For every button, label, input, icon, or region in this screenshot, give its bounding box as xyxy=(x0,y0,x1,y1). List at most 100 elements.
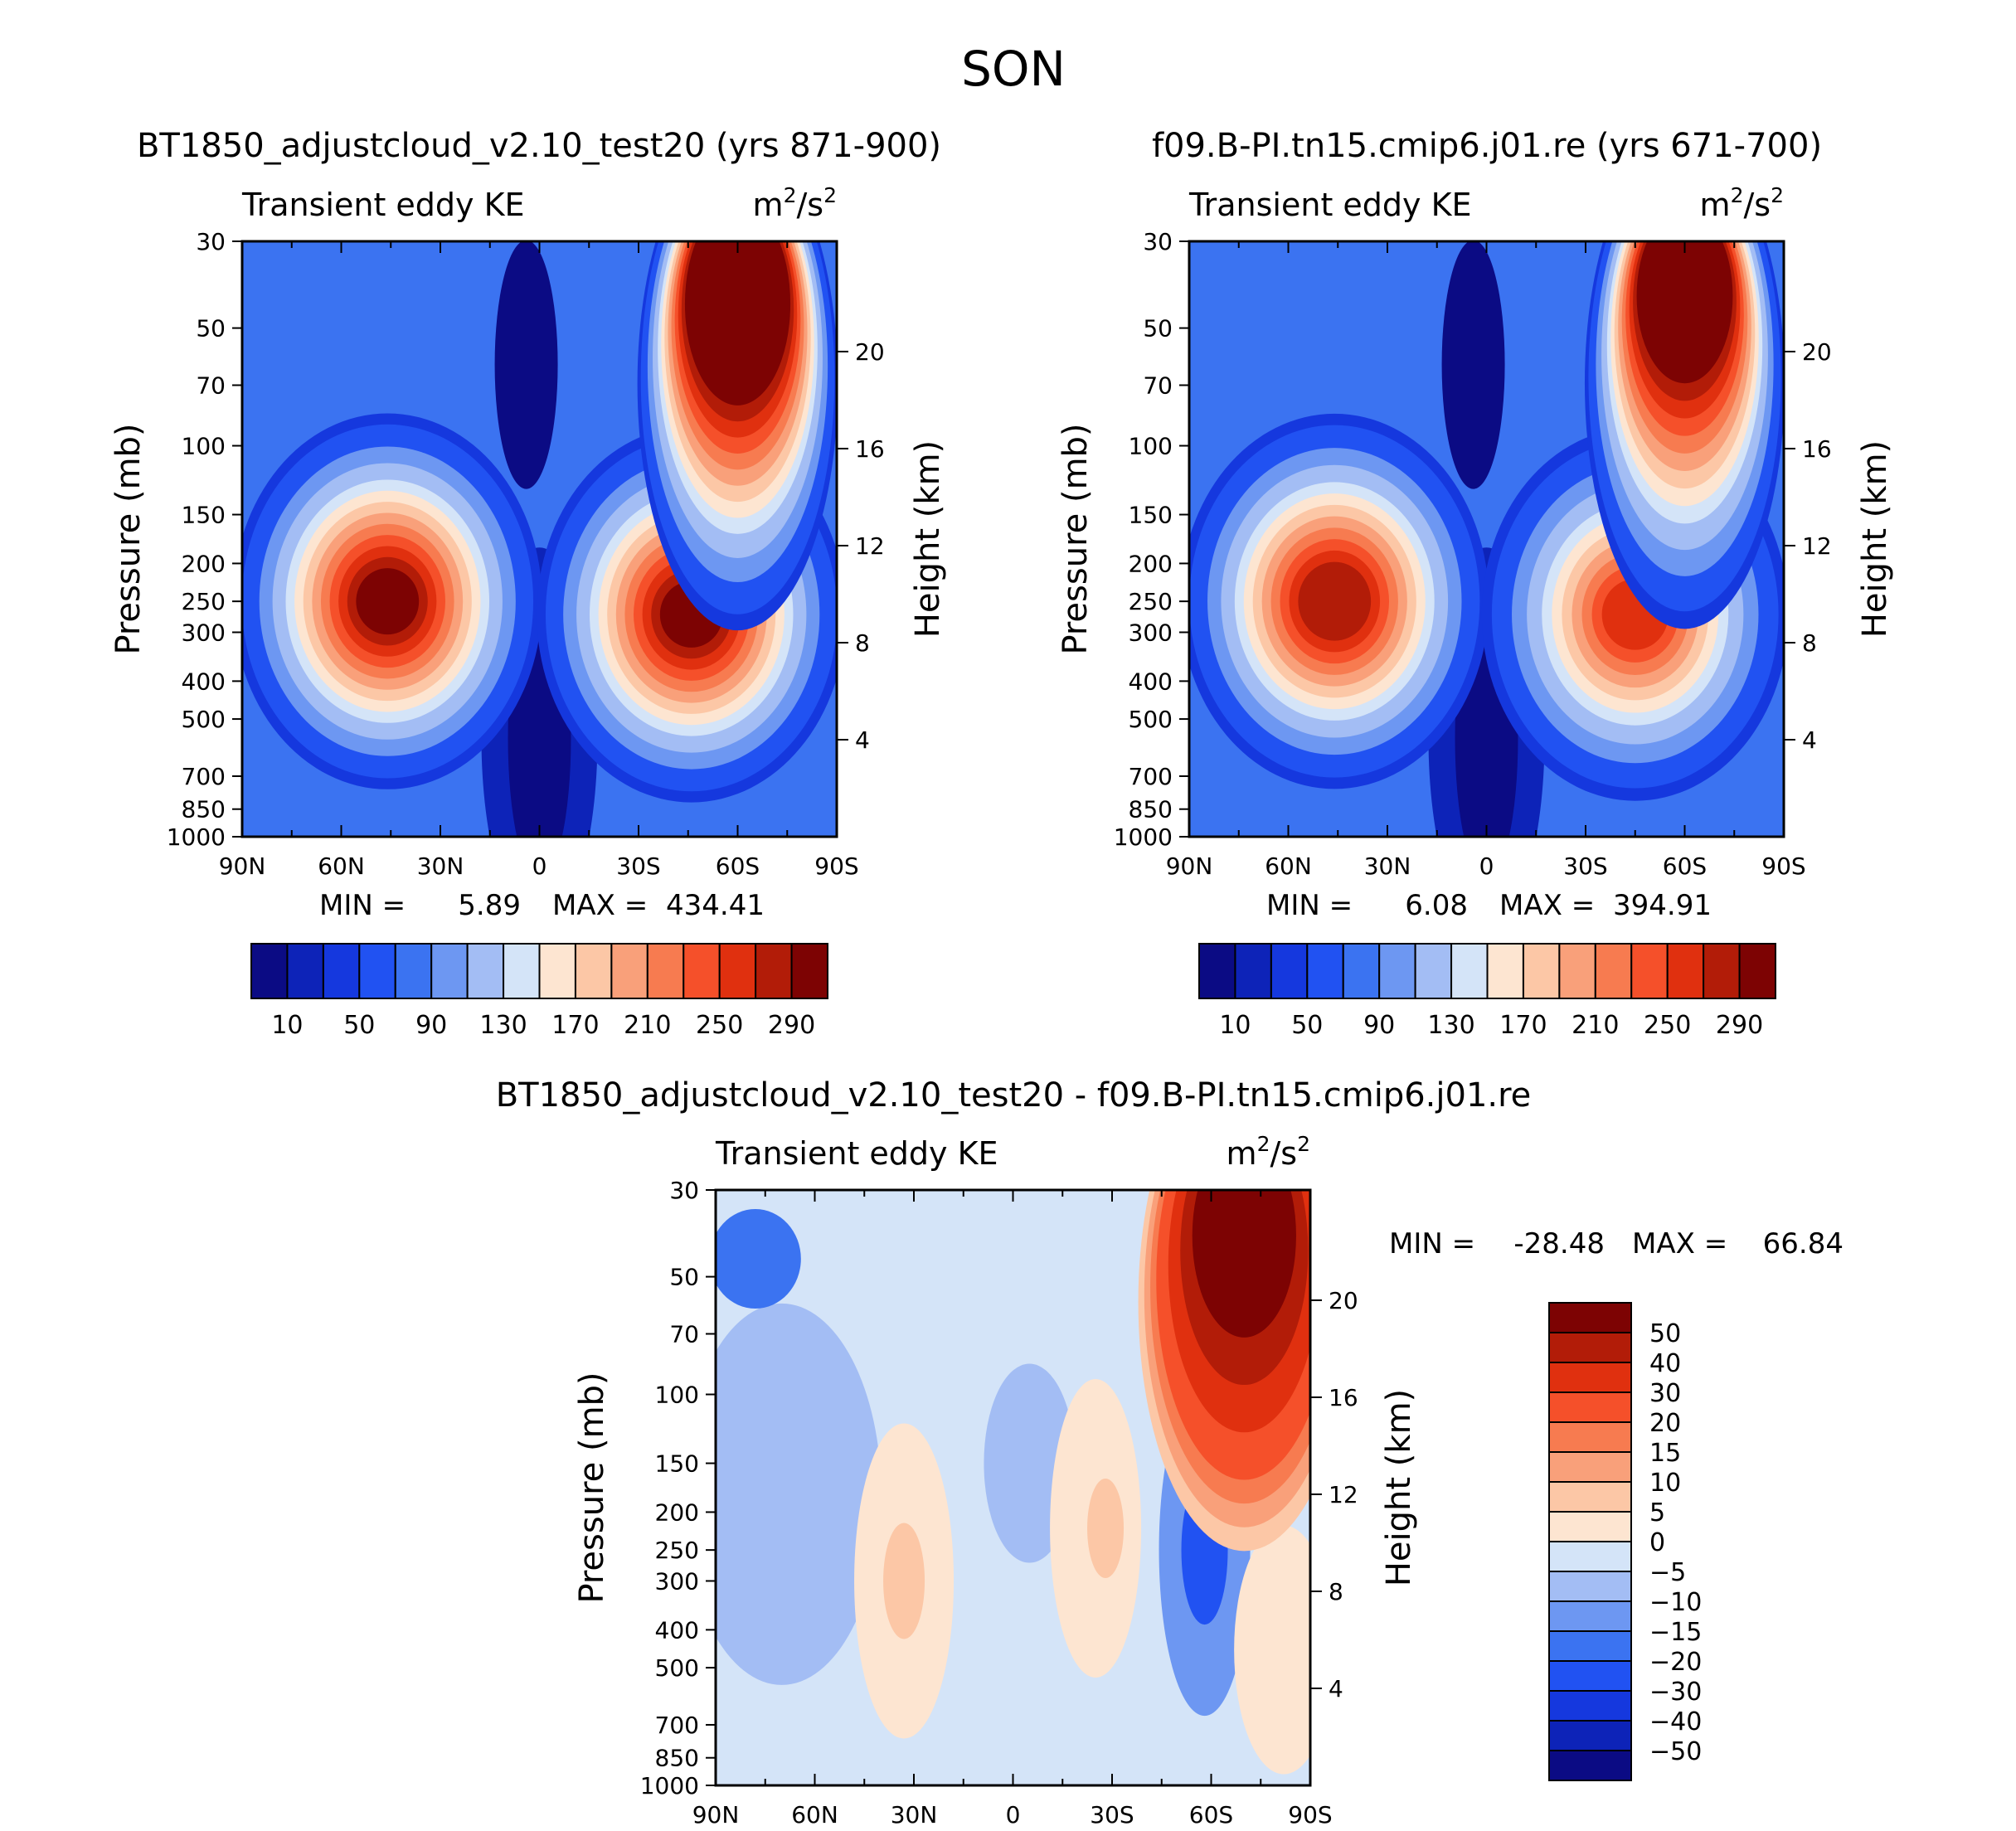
equatorial-strat-minimum xyxy=(1441,241,1505,489)
height-tick-label: 20 xyxy=(1329,1287,1358,1314)
colorbar-label: 250 xyxy=(1644,1011,1691,1040)
colorbar-swatch xyxy=(1548,1302,1632,1333)
colorbar-label: −40 xyxy=(1649,1707,1702,1736)
height-axis-label: Height (km) xyxy=(909,440,947,638)
height-axis-label: Height (km) xyxy=(1380,1389,1418,1586)
colorbar-swatch xyxy=(683,943,721,999)
colorbar-label: −10 xyxy=(1649,1588,1702,1617)
contour-level-280 xyxy=(1298,561,1372,641)
y-tick-label: 400 xyxy=(182,668,226,695)
colorbar-swatch xyxy=(1378,943,1416,999)
colorbar-swatch xyxy=(1548,1332,1632,1363)
x-tick-label: 90S xyxy=(814,852,858,880)
colorbar-label: 20 xyxy=(1649,1409,1681,1438)
panel-model-a: BT1850_adjustcloud_v2.10_test20 (yrs 871… xyxy=(109,127,947,1040)
colorbar-swatch xyxy=(1548,1750,1632,1781)
y-tick-label: 700 xyxy=(1129,763,1173,790)
colorbar-swatch xyxy=(250,943,289,999)
colorbar-swatch xyxy=(1548,1630,1632,1662)
height-axis-label: Height (km) xyxy=(1856,440,1894,638)
contour-level-50 xyxy=(1192,1190,1296,1338)
contour-field xyxy=(242,241,837,837)
nh-positive-core xyxy=(883,1523,925,1639)
height-tick-label: 16 xyxy=(1802,435,1832,463)
units-label: m2/s2 xyxy=(1700,183,1784,223)
page-title: SON xyxy=(961,41,1066,97)
colorbar-swatch xyxy=(1738,943,1776,999)
colorbar-label: 130 xyxy=(1427,1011,1474,1040)
panel-title: BT1850_adjustcloud_v2.10_test20 - f09.B-… xyxy=(496,1076,1532,1115)
height-tick-label: 4 xyxy=(855,726,870,754)
colorbar-swatch xyxy=(1548,1481,1632,1513)
colorbar-swatch xyxy=(1548,1720,1632,1751)
colorbar-swatch xyxy=(1630,943,1669,999)
x-tick-label: 30N xyxy=(891,1801,938,1827)
colorbar-swatch xyxy=(1548,1451,1632,1483)
height-axis: 20 16 12 8 4 xyxy=(1310,1287,1358,1702)
panel-difference: BT1850_adjustcloud_v2.10_test20 - f09.B-… xyxy=(496,1076,1844,1829)
colorbar-label: −20 xyxy=(1649,1648,1702,1677)
height-tick-label: 4 xyxy=(1329,1675,1343,1702)
y-tick-label: 200 xyxy=(1129,550,1173,577)
colorbar-swatch xyxy=(1198,943,1236,999)
y-tick-label: 300 xyxy=(182,619,226,646)
x-tick-label: 90N xyxy=(692,1801,740,1827)
y-tick-label: 250 xyxy=(655,1537,699,1564)
colorbar-label: 170 xyxy=(1499,1011,1547,1040)
y-axis-label: Pressure (mb) xyxy=(573,1372,611,1603)
x-tick-label: 60N xyxy=(318,852,365,880)
colorbar-swatch xyxy=(1666,943,1705,999)
max-label: MAX = xyxy=(552,889,648,922)
colorbar-swatch xyxy=(1450,943,1489,999)
colorbar-swatch xyxy=(755,943,793,999)
height-tick-label: 4 xyxy=(1802,726,1817,754)
y-tick-label: 300 xyxy=(655,1567,699,1595)
min-value: 5.89 xyxy=(458,889,521,922)
x-axis: 90N 60N 30N 0 30S 60S 90S xyxy=(692,1190,1333,1829)
contour-level-300 xyxy=(356,568,420,635)
y-tick-label: 150 xyxy=(1129,502,1173,529)
y-tick-label: 1000 xyxy=(1114,823,1173,851)
nh-strat-negative xyxy=(716,1209,801,1309)
y-tick-label: 150 xyxy=(182,502,226,529)
colorbar-label: 210 xyxy=(1572,1011,1619,1040)
y-tick-label: 1000 xyxy=(640,1772,699,1799)
colorbar-label: 250 xyxy=(696,1011,743,1040)
x-tick-label: 90S xyxy=(1761,852,1805,880)
colorbar-swatch xyxy=(286,943,324,999)
colorbar-swatch xyxy=(538,943,576,999)
colorbar-swatch xyxy=(466,943,505,999)
y-tick-label: 50 xyxy=(1143,315,1173,342)
y-tick-label: 850 xyxy=(1129,796,1173,823)
y-tick-label: 500 xyxy=(1129,706,1173,733)
colorbar-label: 170 xyxy=(551,1011,599,1040)
colorbar-label: −5 xyxy=(1649,1558,1686,1587)
y-tick-label: 500 xyxy=(655,1654,699,1682)
y-tick-label: 300 xyxy=(1129,619,1173,646)
height-tick-label: 8 xyxy=(855,629,870,657)
height-tick-label: 16 xyxy=(855,435,885,463)
colorbar-swatch xyxy=(1414,943,1453,999)
sh-positive-core xyxy=(1087,1478,1125,1578)
y-tick-label: 850 xyxy=(655,1745,699,1772)
max-label: MAX = xyxy=(1632,1227,1727,1260)
x-tick-label: 0 xyxy=(1479,852,1494,880)
contour-fills xyxy=(1189,241,1784,837)
y-tick-label: 200 xyxy=(182,550,226,577)
y-tick-label: 100 xyxy=(1129,433,1173,460)
y-axis-label: Pressure (mb) xyxy=(1057,423,1095,654)
colorbar-swatch xyxy=(430,943,469,999)
max-value: 434.41 xyxy=(666,889,765,922)
colorbar-swatch xyxy=(1548,1511,1632,1542)
x-tick-label: 0 xyxy=(532,852,547,880)
y-tick-label: 400 xyxy=(1129,668,1173,695)
x-tick-label: 90N xyxy=(219,852,266,880)
x-tick-label: 90S xyxy=(1288,1801,1332,1827)
x-tick-label: 60S xyxy=(1189,1801,1233,1827)
panel-model-b: f09.B-PI.tn15.cmip6.j01.re (yrs 671-700)… xyxy=(1057,127,1894,1040)
colorbar: 10 50 90 130 170 210 250 290 xyxy=(250,943,828,1040)
